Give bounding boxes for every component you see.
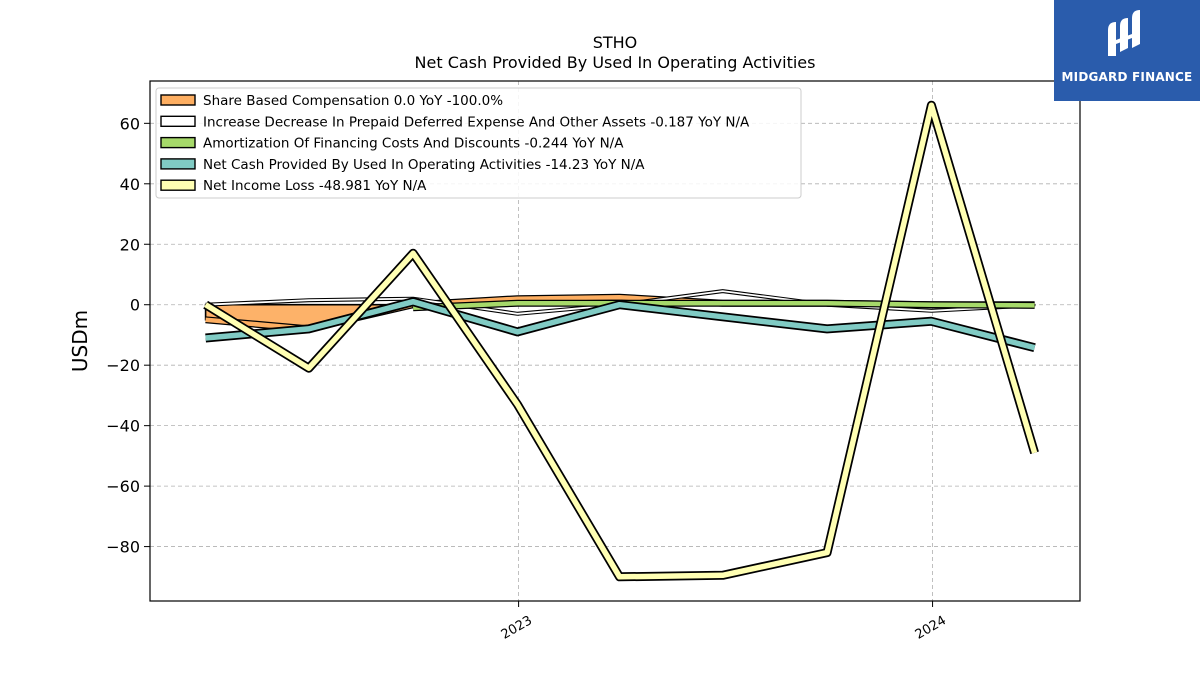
legend-entry: Increase Decrease In Prepaid Deferred Ex…	[203, 114, 750, 130]
midgard-logo-icon	[1108, 10, 1140, 56]
y-tick-label: −20	[106, 356, 140, 375]
legend-swatch	[160, 179, 196, 191]
logo-text: MIDGARD FINANCE	[1061, 70, 1193, 84]
x-tick-label: 2024	[913, 613, 949, 643]
legend-entry: Net Income Loss -48.981 YoY N/A	[203, 178, 427, 194]
plot-frame	[149, 80, 1081, 602]
legend-swatch	[160, 136, 196, 149]
legend-swatch	[160, 158, 196, 170]
series-line	[204, 102, 1038, 580]
legend-box	[155, 87, 802, 199]
y-tick-label: 20	[120, 235, 140, 254]
series-line	[205, 298, 1036, 351]
midgard-finance-logo: MIDGARD FINANCE	[1054, 0, 1200, 101]
series-4	[203, 100, 1039, 582]
y-axis: 60 40 20 0 −20 −40 −60 −80	[106, 114, 150, 557]
series-3	[205, 297, 1036, 353]
series-layer	[203, 100, 1039, 582]
legend-entry: Amortization Of Financing Costs And Disc…	[203, 136, 624, 152]
x-axis: 2023 2024	[499, 601, 949, 643]
y-tick-label: −40	[106, 417, 140, 436]
y-tick-label: 60	[120, 114, 140, 133]
series-line	[413, 300, 1035, 310]
y-tick-label: −60	[106, 477, 140, 496]
chart-title: STHO	[593, 33, 638, 52]
legend: Share Based Compensation 0.0 YoY -100.0%…	[155, 87, 802, 199]
legend-entry: Net Cash Provided By Used In Operating A…	[203, 157, 645, 173]
legend-entry: Share Based Compensation 0.0 YoY -100.0%	[203, 93, 503, 109]
y-tick-label: −80	[106, 538, 140, 557]
legend-swatch	[160, 94, 196, 106]
x-tick-label: 2023	[499, 613, 535, 643]
y-tick-label: 0	[130, 296, 140, 315]
y-axis-label: USDm	[68, 310, 92, 372]
series-2	[412, 299, 1036, 312]
legend-swatch	[160, 115, 196, 128]
y-tick-label: 40	[120, 175, 140, 194]
chart-subtitle: Net Cash Provided By Used In Operating A…	[415, 53, 816, 72]
